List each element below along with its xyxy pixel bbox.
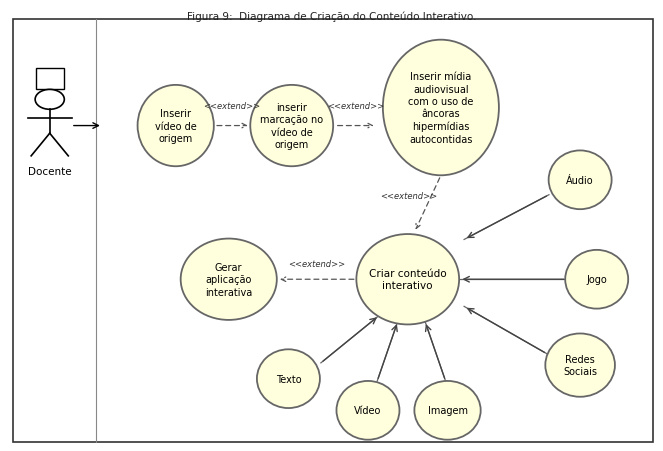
Text: <<extend>>: <<extend>>	[288, 259, 345, 268]
Text: Figura 9:  Diagrama de Criação do Conteúdo Interativo.: Figura 9: Diagrama de Criação do Conteúd…	[187, 11, 476, 22]
Text: Docente: Docente	[28, 167, 72, 177]
Ellipse shape	[257, 350, 320, 408]
Ellipse shape	[180, 239, 277, 320]
Text: <<extend>>: <<extend>>	[381, 192, 438, 201]
Text: Jogo: Jogo	[586, 275, 607, 285]
Bar	[36, 69, 64, 90]
Text: Inserir mídia
audiovisual
com o uso de
âncoras
hipermídias
autocontidas: Inserir mídia audiovisual com o uso de â…	[408, 72, 473, 144]
Ellipse shape	[138, 86, 214, 167]
Text: Vídeo: Vídeo	[354, 405, 382, 415]
Text: Inserir
vídeo de
origem: Inserir vídeo de origem	[155, 109, 196, 143]
Ellipse shape	[357, 235, 459, 325]
Text: Gerar
aplicação
interativa: Gerar aplicação interativa	[205, 262, 253, 297]
Ellipse shape	[545, 334, 615, 397]
Ellipse shape	[383, 41, 499, 176]
Ellipse shape	[414, 381, 481, 440]
Text: <<extend>>: <<extend>>	[327, 101, 384, 110]
Ellipse shape	[251, 86, 333, 167]
Text: Áudio: Áudio	[566, 175, 594, 185]
Ellipse shape	[566, 250, 629, 309]
Ellipse shape	[549, 151, 611, 210]
Text: Imagem: Imagem	[428, 405, 467, 415]
Text: Redes
Sociais: Redes Sociais	[563, 354, 597, 377]
Text: inserir
marcação no
vídeo de
origem: inserir marcação no vídeo de origem	[260, 103, 324, 150]
Circle shape	[35, 90, 64, 110]
Ellipse shape	[337, 381, 399, 440]
Text: Criar conteúdo
interativo: Criar conteúdo interativo	[369, 268, 447, 291]
Text: <<extend>>: <<extend>>	[204, 101, 261, 110]
Text: Texto: Texto	[276, 374, 301, 384]
